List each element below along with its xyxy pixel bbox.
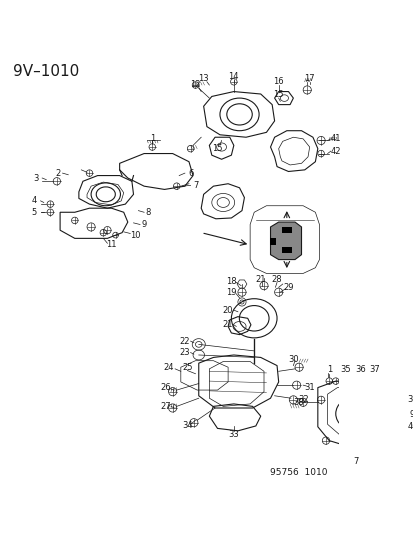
Text: 16: 16 (273, 77, 283, 86)
Text: 37: 37 (369, 365, 380, 374)
Text: 9V–1010: 9V–1010 (13, 64, 79, 79)
Text: 29: 29 (282, 283, 293, 292)
Text: 33: 33 (228, 430, 239, 439)
Text: 11: 11 (106, 240, 116, 249)
Text: 95756  1010: 95756 1010 (269, 469, 327, 478)
Text: 8: 8 (145, 208, 150, 217)
Text: 7: 7 (192, 181, 198, 190)
Text: 21: 21 (222, 320, 233, 329)
Text: 21: 21 (255, 274, 265, 284)
Text: 14: 14 (228, 72, 238, 82)
Text: 35: 35 (339, 365, 350, 374)
Text: 27: 27 (160, 402, 171, 411)
Bar (281, 227, 291, 233)
Text: 41: 41 (330, 134, 340, 143)
Text: 2: 2 (55, 168, 60, 177)
Text: 6: 6 (188, 168, 193, 177)
Text: 18: 18 (225, 277, 236, 286)
Text: 10: 10 (130, 231, 140, 240)
Text: 38: 38 (293, 398, 304, 407)
Text: 23: 23 (179, 348, 190, 357)
Text: 15: 15 (273, 90, 283, 99)
Text: 4: 4 (31, 196, 36, 205)
Text: 5: 5 (31, 208, 36, 217)
Text: 34: 34 (182, 422, 192, 431)
Text: 17: 17 (304, 74, 314, 83)
Text: 36: 36 (354, 365, 365, 374)
Text: 13: 13 (198, 74, 209, 83)
Text: 28: 28 (271, 274, 282, 284)
Text: 30: 30 (287, 354, 298, 364)
Text: 26: 26 (160, 383, 171, 392)
Text: 42: 42 (330, 147, 340, 156)
Text: 7: 7 (353, 456, 358, 465)
Text: 1: 1 (149, 134, 154, 142)
Text: 40: 40 (406, 422, 413, 431)
Text: 9: 9 (409, 410, 413, 419)
Text: 1: 1 (326, 365, 331, 374)
Text: 24: 24 (163, 363, 173, 372)
Polygon shape (270, 222, 301, 260)
Text: 22: 22 (179, 337, 190, 345)
Text: 15: 15 (212, 144, 222, 153)
Text: 19: 19 (225, 288, 236, 297)
Text: 25: 25 (182, 363, 192, 372)
Text: 31: 31 (304, 383, 314, 392)
Text: 12: 12 (190, 80, 200, 88)
Text: 32: 32 (297, 395, 308, 405)
Text: 20: 20 (222, 305, 233, 314)
Bar (281, 247, 291, 253)
Text: 9: 9 (141, 220, 146, 229)
Text: 3: 3 (33, 174, 38, 182)
Bar (269, 238, 275, 245)
Text: 39: 39 (406, 395, 413, 405)
